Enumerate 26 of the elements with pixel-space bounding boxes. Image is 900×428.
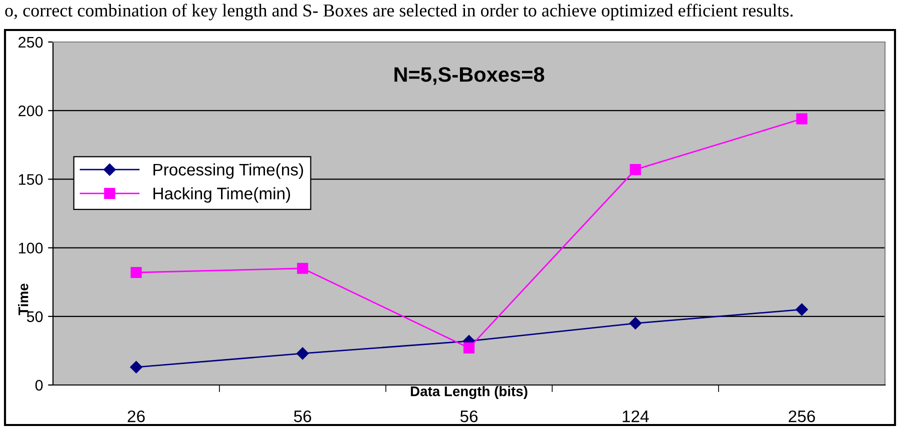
x-tick-label: 56 <box>294 410 312 422</box>
point <box>630 164 641 176</box>
point <box>796 303 808 316</box>
x-tick-label: 26 <box>128 410 145 422</box>
y-axis-title: Time <box>18 284 28 316</box>
y-tick-label: 0 <box>35 380 43 391</box>
text: o, correct combination of key length and S- Boxes are selected in order to achieve optimized efficient results. <box>5 4 793 20</box>
point <box>296 347 309 360</box>
legend-label: Processing Time(ns) <box>154 163 304 179</box>
x-tick-label: 256 <box>788 410 815 422</box>
x-tick-label: 56 <box>460 410 478 422</box>
y-tick-label: 150 <box>18 174 43 185</box>
y-tick-label: 250 <box>18 36 43 48</box>
point <box>463 342 475 354</box>
y-tick-label: 200 <box>18 105 43 116</box>
point <box>796 113 808 124</box>
legend-label: Hacking Time(min) <box>154 187 290 203</box>
point <box>297 262 308 274</box>
text: N=5,S-Boxes=8 <box>394 67 544 85</box>
point <box>130 361 142 374</box>
y-tick-label: 100 <box>18 242 43 254</box>
x-tick-label: 124 <box>622 410 649 422</box>
point <box>629 317 642 330</box>
point <box>130 266 142 278</box>
y-tick-label: 50 <box>26 311 43 322</box>
x-axis-title: Data Length (bits) <box>410 386 528 400</box>
